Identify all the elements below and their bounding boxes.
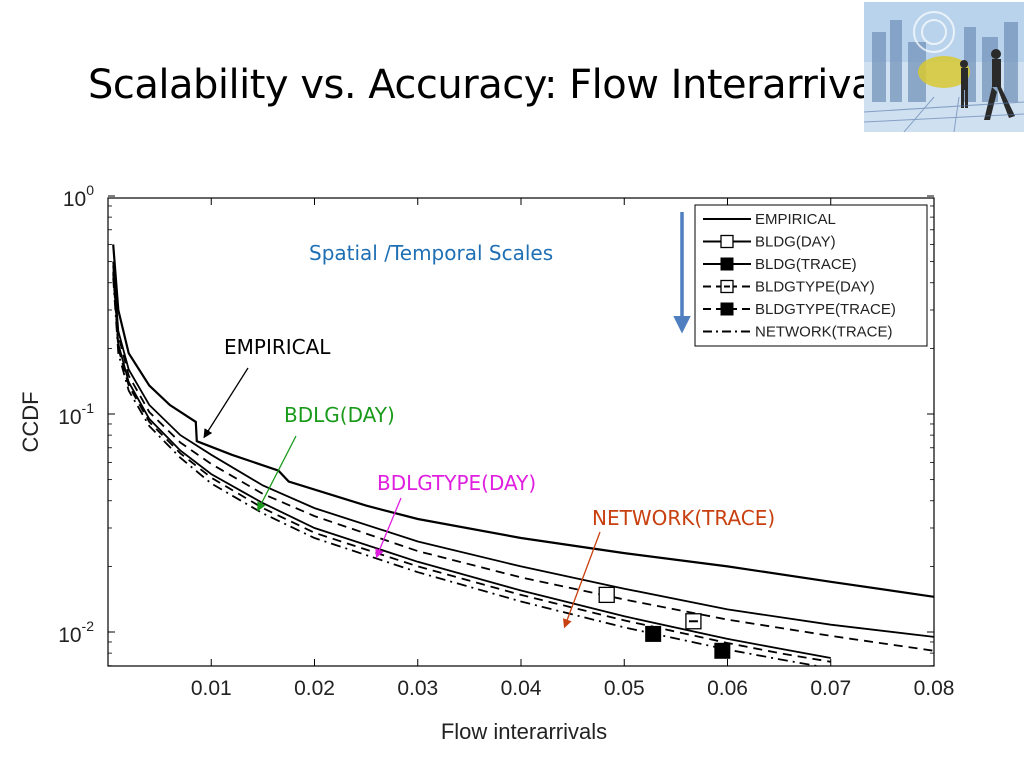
series-line-3 [112, 265, 934, 652]
y-tick-base: 10 [58, 406, 81, 429]
series-marker-2 [714, 642, 731, 659]
legend-marker-4 [720, 302, 734, 316]
legend-label-5: NETWORK(TRACE) [755, 324, 893, 341]
y-tick-base: 10 [63, 188, 86, 211]
x-tick-label: 0.04 [501, 677, 542, 700]
y-tick-exponent: 0 [86, 182, 94, 198]
series-marker-3 [685, 613, 702, 630]
series-line-4 [112, 273, 831, 663]
empirical-annotation: EMPIRICAL [224, 335, 331, 359]
scales-annotation: Spatial /Temporal Scales [309, 241, 553, 265]
chart-legend: EMPIRICAL BLDG(DAY) BLDG(TRACE) BLDGTYPE(DA… [694, 204, 928, 347]
legend-label-0: EMPIRICAL [755, 211, 836, 228]
axis-ticks: 0.01 0.02 0.03 0.04 0.05 0.06 0.07 0.0810010-11… [58, 182, 954, 700]
x-tick-label: 0.01 [191, 677, 232, 700]
x-tick-label: 0.08 [914, 677, 955, 700]
y-tick-label: 100 [63, 182, 94, 211]
slide-title: Scalability vs. Accuracy: Flow Interarri… [88, 62, 907, 108]
x-tick-label: 0.06 [707, 677, 748, 700]
legend-marker-2 [720, 257, 734, 271]
series-line-1 [112, 261, 934, 638]
y-tick-label: 10-1 [58, 400, 94, 429]
series-marker-2 [645, 625, 662, 642]
x-tick-label: 0.05 [604, 677, 645, 700]
y-tick-base: 10 [58, 624, 81, 647]
legend-label-4: BLDGTYPE(TRACE) [755, 301, 896, 318]
legend-marker-3 [720, 279, 734, 294]
network-trace-annotation: NETWORK(TRACE) [592, 506, 775, 530]
y-tick-exponent: -1 [82, 400, 95, 416]
legend-marker-1 [720, 234, 734, 249]
x-tick-label: 0.02 [294, 677, 335, 700]
series-marker-1 [598, 586, 615, 604]
x-tick-label: 0.03 [397, 677, 438, 700]
y-tick-label: 10-2 [58, 618, 94, 647]
legend-box [694, 204, 928, 347]
legend-label-3: BLDGTYPE(DAY) [755, 279, 875, 296]
network-trace-annotation-arrow [563, 531, 601, 629]
legend-label-2: BLDG(TRACE) [755, 256, 857, 273]
x-tick-label: 0.07 [810, 677, 851, 700]
series-markers [598, 586, 731, 659]
series-line-2 [112, 271, 831, 659]
series-lines [112, 244, 934, 666]
bdlgtype-day-annotation-arrow [375, 497, 402, 559]
y-tick-exponent: -2 [82, 618, 95, 634]
bdlg-day-annotation: BDLG(DAY) [284, 403, 395, 427]
y-axis-label: CCDF [18, 391, 43, 452]
bdlgtype-day-annotation: BDLGTYPE(DAY) [377, 471, 536, 495]
empirical-annotation-arrow [203, 367, 249, 439]
x-axis-label: Flow interarrivals [441, 719, 607, 744]
bdlg-day-annotation-arrow [257, 435, 297, 512]
city-collage-image [864, 2, 1024, 132]
legend-label-1: BLDG(DAY) [755, 234, 836, 251]
